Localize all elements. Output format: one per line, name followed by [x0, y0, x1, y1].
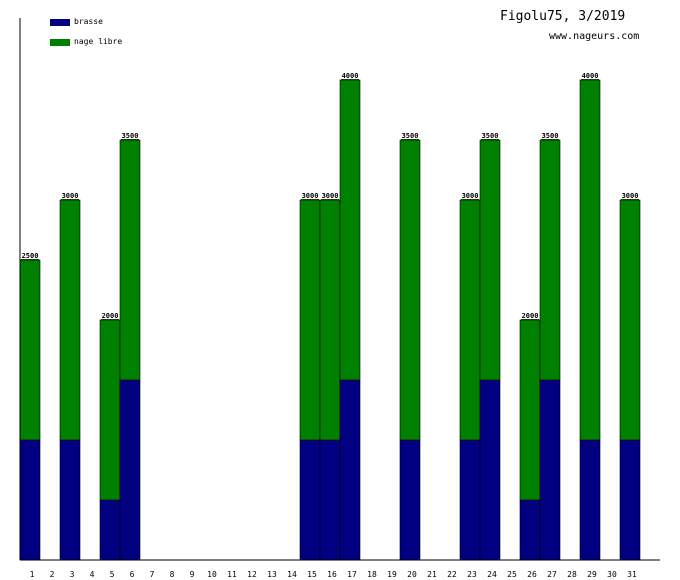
bar-nage-libre-5: [99, 319, 121, 501]
x-tick-label-18: 18: [367, 570, 377, 579]
bar-nage-libre-3: [59, 199, 81, 441]
x-tick-label-17: 17: [347, 570, 357, 579]
x-tick-label-5: 5: [110, 570, 115, 579]
total-label-15: 3000: [302, 192, 319, 200]
x-tick-label-15: 15: [307, 570, 317, 579]
bar-brasse-15: [299, 439, 321, 561]
total-label-29: 4000: [582, 72, 599, 80]
bar-brasse-16: [319, 439, 341, 561]
x-tick-label-14: 14: [287, 570, 297, 579]
legend-swatch-nage-libre: [50, 39, 70, 46]
bar-brasse-29: [579, 439, 601, 561]
total-label-27: 3500: [542, 132, 559, 140]
total-label-24: 3500: [482, 132, 499, 140]
bar-brasse-17: [339, 379, 361, 561]
x-tick-label-4: 4: [90, 570, 95, 579]
total-label-16: 3000: [322, 192, 339, 200]
bar-nage-libre-6: [119, 139, 141, 381]
x-tick-label-28: 28: [567, 570, 577, 579]
x-tick-label-23: 23: [467, 570, 477, 579]
x-tick-label-6: 6: [130, 570, 135, 579]
bar-brasse-5: [99, 499, 121, 561]
x-tick-label-26: 26: [527, 570, 537, 579]
bar-brasse-24: [479, 379, 501, 561]
bar-nage-libre-27: [539, 139, 561, 381]
bar-nage-libre-26: [519, 319, 541, 501]
x-tick-label-8: 8: [170, 570, 175, 579]
total-label-20: 3500: [402, 132, 419, 140]
x-tick-label-7: 7: [150, 570, 155, 579]
bar-nage-libre-31: [619, 199, 641, 441]
bar-nage-libre-20: [399, 139, 421, 441]
x-tick-label-2: 2: [50, 570, 55, 579]
x-tick-label-25: 25: [507, 570, 517, 579]
x-tick-label-10: 10: [207, 570, 217, 579]
bar-brasse-20: [399, 439, 421, 561]
bar-nage-libre-29: [579, 79, 601, 441]
x-tick-label-1: 1: [30, 570, 35, 579]
total-label-26: 2000: [522, 312, 539, 320]
x-tick-label-21: 21: [427, 570, 437, 579]
x-tick-label-13: 13: [267, 570, 277, 579]
bar-brasse-1: [19, 439, 41, 561]
total-label-5: 2000: [102, 312, 119, 320]
x-tick-label-20: 20: [407, 570, 417, 579]
total-label-23: 3000: [462, 192, 479, 200]
x-tick-label-22: 22: [447, 570, 457, 579]
site-url: www.nageurs.com: [549, 31, 640, 42]
x-tick-label-30: 30: [607, 570, 617, 579]
bar-brasse-3: [59, 439, 81, 561]
bar-nage-libre-23: [459, 199, 481, 441]
chart-title: Figolu75, 3/2019: [500, 9, 626, 24]
x-tick-label-11: 11: [227, 570, 237, 579]
x-tick-label-3: 3: [70, 570, 75, 579]
x-tick-label-19: 19: [387, 570, 397, 579]
bar-nage-libre-1: [19, 259, 41, 441]
legend-label-brasse: brasse: [74, 17, 103, 26]
legend-label-nage-libre: nage libre: [74, 37, 123, 46]
x-tick-label-16: 16: [327, 570, 337, 579]
total-label-17: 4000: [342, 72, 359, 80]
bar-nage-libre-17: [339, 79, 361, 381]
x-tick-label-9: 9: [190, 570, 195, 579]
bar-nage-libre-15: [299, 199, 321, 441]
bar-brasse-31: [619, 439, 641, 561]
x-tick-label-31: 31: [627, 570, 637, 579]
x-tick-label-12: 12: [247, 570, 257, 579]
total-label-3: 3000: [62, 192, 79, 200]
total-label-6: 3500: [122, 132, 139, 140]
total-label-1: 2500: [22, 252, 39, 260]
x-tick-label-29: 29: [587, 570, 597, 579]
bar-brasse-6: [119, 379, 141, 561]
bar-brasse-26: [519, 499, 541, 561]
total-label-31: 3000: [622, 192, 639, 200]
bar-nage-libre-24: [479, 139, 501, 381]
bar-brasse-23: [459, 439, 481, 561]
bar-brasse-27: [539, 379, 561, 561]
bar-nage-libre-16: [319, 199, 341, 441]
x-tick-label-24: 24: [487, 570, 497, 579]
x-tick-label-27: 27: [547, 570, 557, 579]
legend-swatch-brasse: [50, 19, 70, 26]
